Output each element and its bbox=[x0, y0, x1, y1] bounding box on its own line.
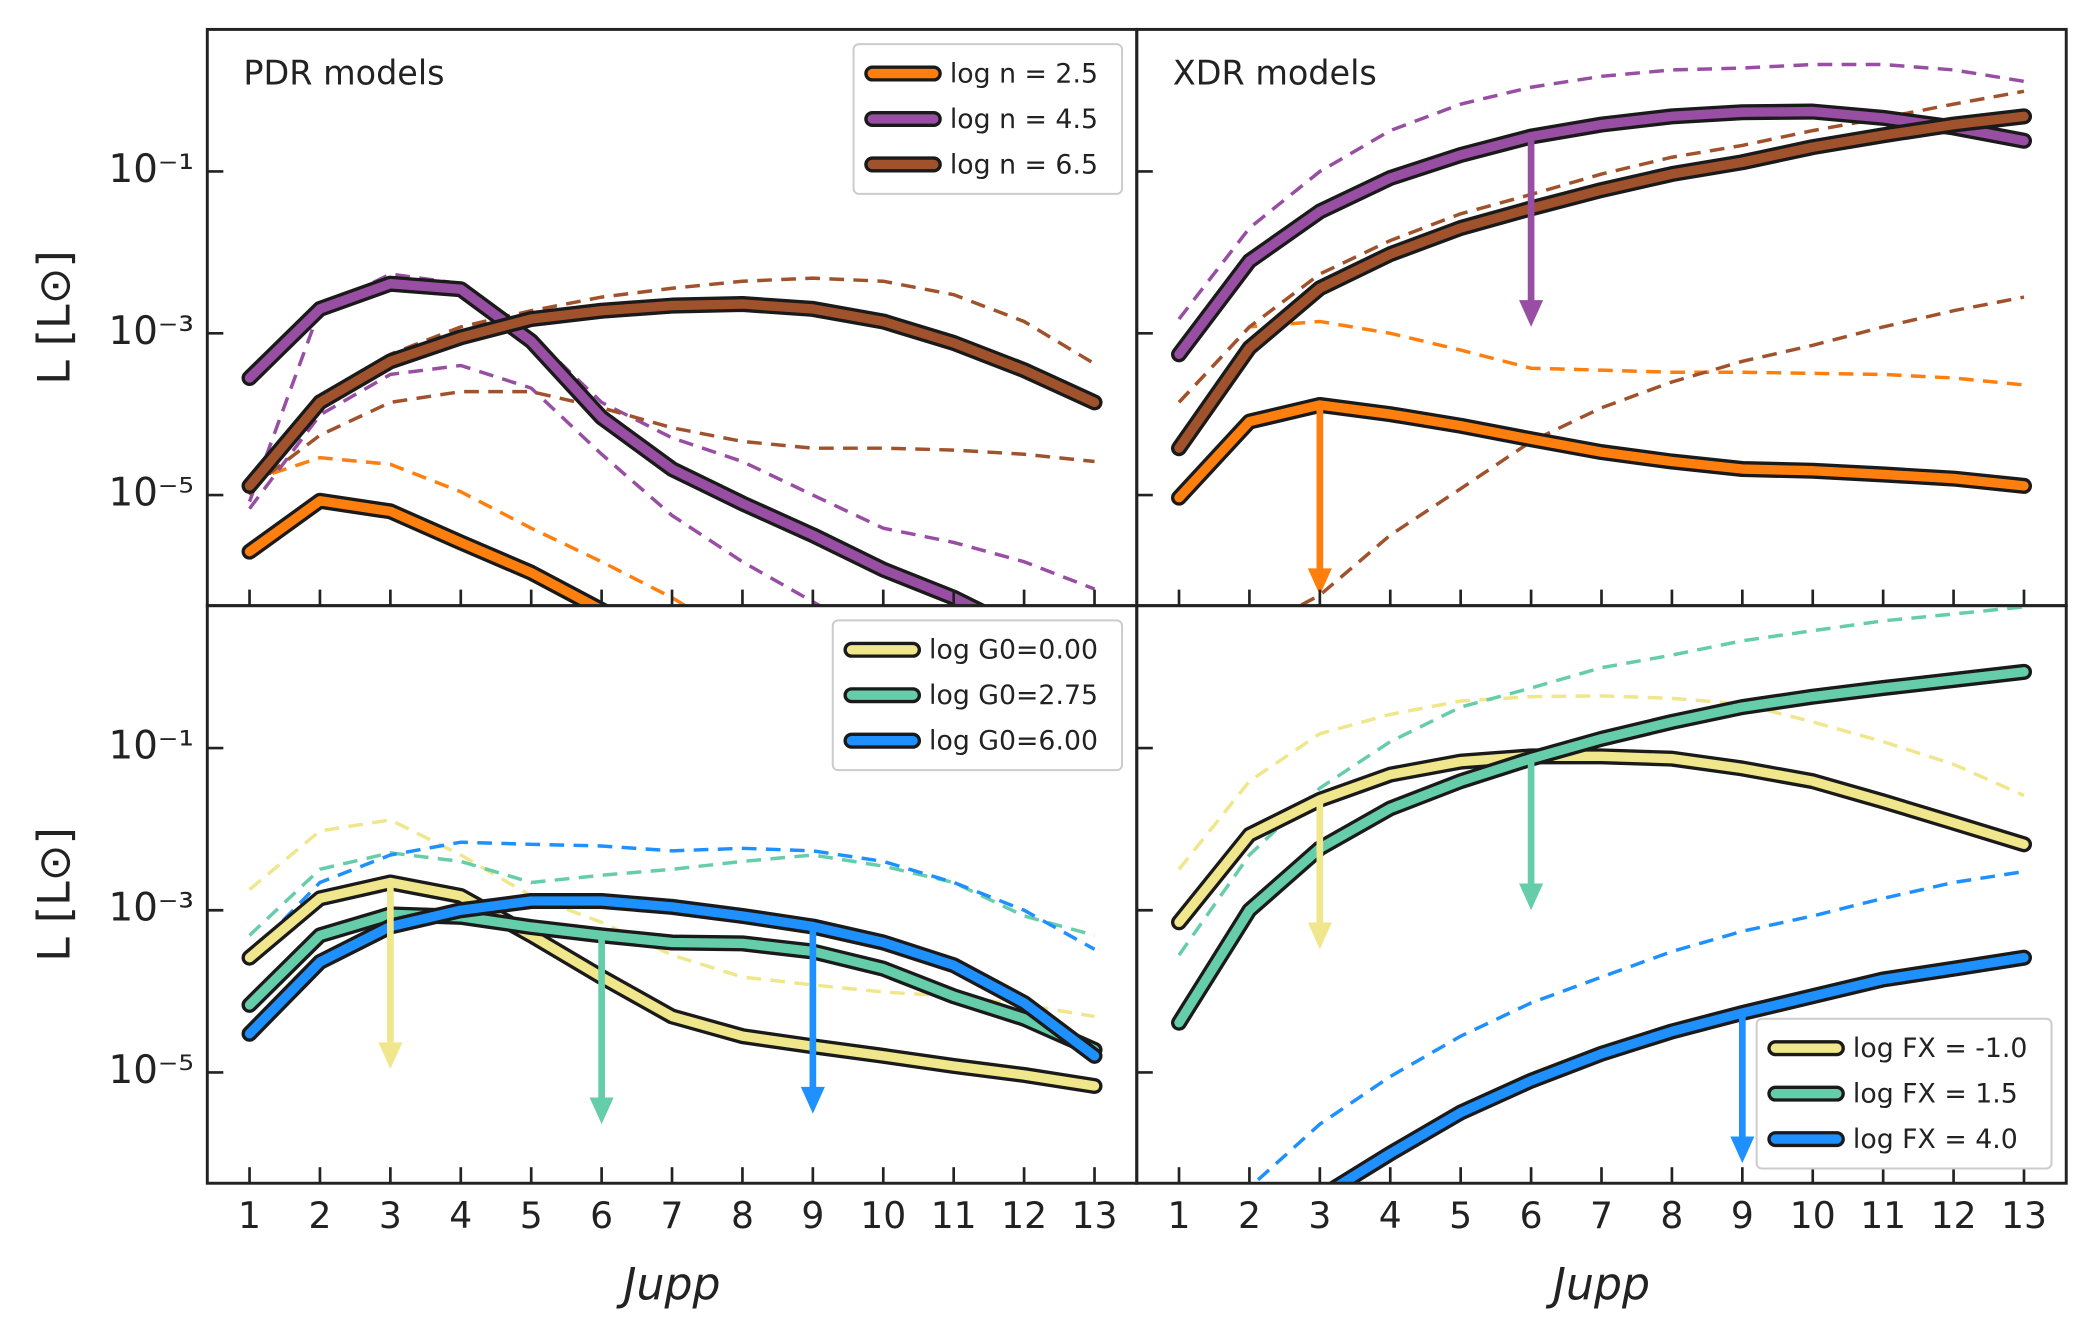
x-tick-label: 5 bbox=[1449, 1194, 1472, 1237]
line bbox=[1174, 106, 2029, 359]
arrow-head bbox=[1307, 568, 1332, 596]
arrow-head bbox=[378, 1042, 403, 1070]
x-tick-label: 4 bbox=[449, 1194, 472, 1237]
x-tick-label: 4 bbox=[1379, 1194, 1402, 1237]
x-tick-label: 5 bbox=[520, 1194, 543, 1237]
legend-label: log G0=2.75 bbox=[929, 680, 1098, 711]
plot-area bbox=[241, 272, 1103, 606]
arrow-head bbox=[589, 1097, 614, 1125]
line bbox=[1174, 751, 2029, 927]
arrow-head bbox=[1519, 883, 1544, 911]
panel: XDR models bbox=[1135, 27, 2068, 608]
y-tick-label: 10⁻⁵ bbox=[109, 471, 194, 516]
line bbox=[1174, 400, 2029, 503]
plot-area bbox=[1170, 605, 2033, 1184]
dashed-line bbox=[1177, 605, 2025, 957]
dashed-line bbox=[248, 840, 1096, 957]
panel-label: PDR models bbox=[243, 53, 444, 92]
x-tick-label: 13 bbox=[1072, 1194, 1118, 1237]
dashed-line bbox=[248, 389, 1095, 491]
x-tick-label: 12 bbox=[1001, 1194, 1047, 1237]
panel-frame bbox=[1135, 604, 2068, 1185]
legend-label: log n = 2.5 bbox=[950, 58, 1098, 89]
legend: log G0=0.00 log G0=2.75 log G0=6.00 bbox=[831, 619, 1124, 772]
x-tick-label: 10 bbox=[1790, 1194, 1836, 1237]
line bbox=[1333, 952, 2029, 1184]
x-tick-label: 3 bbox=[379, 1194, 402, 1237]
dashed-line bbox=[248, 363, 824, 606]
legend-label: log FX = -1.0 bbox=[1853, 1033, 2028, 1064]
x-tick-label: 6 bbox=[1520, 1194, 1543, 1237]
dashed-line bbox=[247, 272, 1096, 591]
line-outline bbox=[1170, 103, 2033, 363]
arrow-head bbox=[1519, 300, 1544, 327]
y-tick-label: 10⁻⁵ bbox=[109, 1048, 194, 1093]
dashed-line bbox=[248, 851, 1095, 938]
line-outline bbox=[1170, 108, 2033, 457]
x-tick-label: 7 bbox=[661, 1194, 684, 1237]
plot-area bbox=[1170, 62, 2033, 606]
legend-label: log n = 4.5 bbox=[950, 104, 1098, 135]
legend-label: log n = 6.5 bbox=[950, 149, 1098, 180]
y-tick-label: 10⁻³ bbox=[109, 886, 194, 931]
x-tick-label: 1 bbox=[1168, 1194, 1191, 1237]
x-tick-label: 12 bbox=[1931, 1194, 1977, 1237]
x-tick-label: 13 bbox=[2001, 1194, 2047, 1237]
legend-label: log G0=0.00 bbox=[929, 635, 1098, 666]
line-outline bbox=[1170, 748, 2033, 931]
x-tick-label: 7 bbox=[1590, 1194, 1613, 1237]
x-tick-label: 6 bbox=[590, 1194, 613, 1237]
line bbox=[244, 299, 1100, 491]
dashed-line bbox=[1177, 694, 2025, 871]
dashed-line bbox=[1177, 319, 2025, 404]
x-axis-label: Jupp bbox=[1545, 1260, 1650, 1311]
line bbox=[1174, 111, 2029, 453]
legend: log FX = -1.0 log FX = 1.5 log FX = 4.0 bbox=[1755, 1017, 2053, 1170]
line bbox=[244, 496, 604, 606]
panel-label: XDR models bbox=[1173, 53, 1377, 92]
dashed-line bbox=[1251, 869, 2025, 1184]
dashed-line bbox=[1177, 62, 2025, 321]
legend-label: log FX = 1.5 bbox=[1853, 1078, 2018, 1109]
y-axis-label: L [L⊙] bbox=[30, 827, 81, 962]
legend-label: log FX = 4.0 bbox=[1853, 1124, 2018, 1155]
legend: log n = 2.5 log n = 4.5 log n = 6.5 bbox=[852, 43, 1124, 195]
x-tick-label: 9 bbox=[1731, 1194, 1754, 1237]
x-tick-label: 10 bbox=[860, 1194, 906, 1237]
x-tick-label: 9 bbox=[801, 1194, 824, 1237]
x-axis-label: Jupp bbox=[616, 1260, 721, 1311]
legend-label: log G0=6.00 bbox=[929, 726, 1098, 757]
x-tick-label: 3 bbox=[1308, 1194, 1331, 1237]
y-tick-label: 10⁻¹ bbox=[109, 724, 194, 769]
x-tick-label: 11 bbox=[1860, 1194, 1906, 1237]
y-tick-label: 10⁻³ bbox=[109, 309, 194, 354]
plot-area bbox=[241, 818, 1103, 1125]
line-outline bbox=[241, 295, 1103, 494]
dashed-line bbox=[248, 455, 689, 606]
x-tick-label: 2 bbox=[308, 1194, 331, 1237]
arrow-head bbox=[800, 1086, 825, 1114]
arrow-head bbox=[1307, 922, 1332, 950]
x-tick-label: 1 bbox=[238, 1194, 261, 1237]
y-axis-label: L [L⊙] bbox=[30, 250, 81, 385]
x-tick-label: 2 bbox=[1238, 1194, 1261, 1237]
x-tick-label: 8 bbox=[1660, 1194, 1683, 1237]
y-tick-label: 10⁻¹ bbox=[109, 147, 194, 192]
arrow-head bbox=[1730, 1136, 1755, 1164]
dashed-line bbox=[1296, 295, 2025, 606]
x-tick-label: 8 bbox=[731, 1194, 754, 1237]
x-tick-label: 11 bbox=[931, 1194, 977, 1237]
